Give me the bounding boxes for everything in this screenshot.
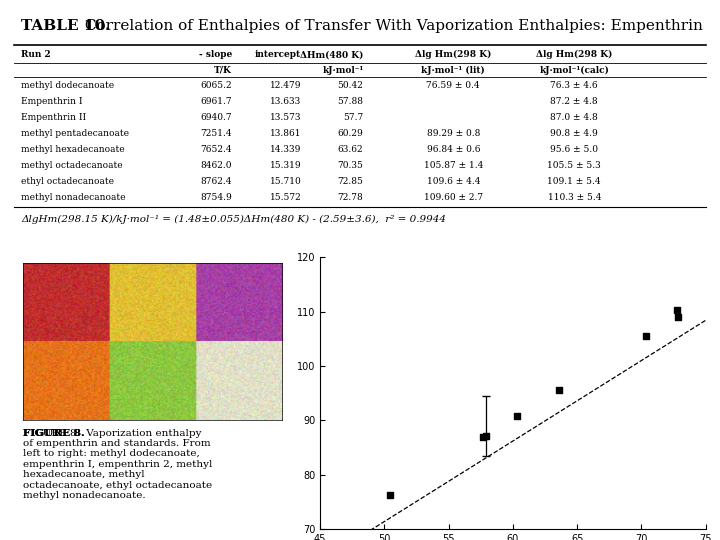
Text: 13.633: 13.633: [270, 97, 301, 106]
Text: Empenthrin I: Empenthrin I: [22, 97, 83, 106]
Text: 109.60 ± 2.7: 109.60 ± 2.7: [424, 193, 483, 202]
Text: 96.84 ± 0.6: 96.84 ± 0.6: [426, 145, 480, 154]
Text: 8462.0: 8462.0: [201, 161, 232, 170]
Point: [510, 412, 522, 421]
Text: 15.319: 15.319: [269, 161, 301, 170]
Text: 12.479: 12.479: [270, 82, 301, 90]
Text: 89.29 ± 0.8: 89.29 ± 0.8: [427, 130, 480, 138]
Text: 6961.7: 6961.7: [200, 97, 232, 106]
Text: FIGURE 8.  Vaporization enthalpy
of empenthrin and standards. From
left to right: FIGURE 8. Vaporization enthalpy of empen…: [23, 429, 212, 500]
Text: 57.88: 57.88: [338, 97, 364, 106]
Text: methyl nonadecanoate: methyl nonadecanoate: [22, 193, 126, 202]
Text: Empenthrin II: Empenthrin II: [22, 113, 86, 123]
Text: 105.87 ± 1.4: 105.87 ± 1.4: [423, 161, 483, 170]
Text: FIGURE 8.: FIGURE 8.: [23, 429, 84, 437]
Text: methyl pentadecanoate: methyl pentadecanoate: [22, 130, 130, 138]
Text: 15.710: 15.710: [269, 177, 301, 186]
Text: 8754.9: 8754.9: [200, 193, 232, 202]
Text: Correlation of Enthalpies of Transfer With Vaporization Enthalpies: Empenthrin: Correlation of Enthalpies of Transfer Wi…: [80, 18, 703, 32]
Text: 57.7: 57.7: [343, 113, 364, 123]
Text: 14.339: 14.339: [270, 145, 301, 154]
Text: 13.573: 13.573: [270, 113, 301, 123]
Point: [477, 433, 489, 441]
Point: [384, 491, 395, 500]
Text: - slope: - slope: [199, 50, 232, 59]
Text: 87.2 ± 4.8: 87.2 ± 4.8: [551, 97, 598, 106]
Text: 60.29: 60.29: [338, 130, 364, 138]
Text: 70.35: 70.35: [338, 161, 364, 170]
Text: FIGURE 8.: FIGURE 8.: [23, 429, 84, 437]
Text: 6940.7: 6940.7: [200, 113, 232, 123]
Text: 7251.4: 7251.4: [200, 130, 232, 138]
Text: Δlg Hm(298 K): Δlg Hm(298 K): [415, 50, 492, 59]
Text: TABLE 10.: TABLE 10.: [22, 18, 111, 32]
Text: 6065.2: 6065.2: [200, 82, 232, 90]
Text: 109.6 ± 4.4: 109.6 ± 4.4: [426, 177, 480, 186]
Point: [672, 312, 684, 321]
Text: kJ·mol⁻¹(calc): kJ·mol⁻¹(calc): [539, 66, 609, 75]
Text: 63.62: 63.62: [338, 145, 364, 154]
Text: methyl dodecanoate: methyl dodecanoate: [22, 82, 114, 90]
Text: Run 2: Run 2: [22, 50, 51, 59]
Text: 110.3 ± 5.4: 110.3 ± 5.4: [547, 193, 601, 202]
Text: 76.3 ± 4.6: 76.3 ± 4.6: [551, 82, 598, 90]
Text: ΔlgHm(298.15 K)/kJ·mol⁻¹ = (1.48±0.055)ΔHm(480 K) - (2.59±3.6),  r² = 0.9944: ΔlgHm(298.15 K)/kJ·mol⁻¹ = (1.48±0.055)Δ…: [22, 214, 446, 224]
Text: 90.8 ± 4.9: 90.8 ± 4.9: [550, 130, 598, 138]
Point: [671, 306, 683, 314]
Text: methyl hexadecanoate: methyl hexadecanoate: [22, 145, 125, 154]
Text: 72.85: 72.85: [338, 177, 364, 186]
Text: 109.1 ± 5.4: 109.1 ± 5.4: [547, 177, 601, 186]
Text: methyl octadecanoate: methyl octadecanoate: [22, 161, 123, 170]
Text: 95.6 ± 5.0: 95.6 ± 5.0: [550, 145, 598, 154]
Text: 15.572: 15.572: [269, 193, 301, 202]
Text: T/K: T/K: [215, 66, 232, 75]
Text: Δlg Hm(298 K): Δlg Hm(298 K): [536, 50, 613, 59]
Text: intercept: intercept: [255, 50, 301, 59]
Text: 105.5 ± 5.3: 105.5 ± 5.3: [547, 161, 601, 170]
Point: [480, 431, 491, 440]
Text: ethyl octadecanoate: ethyl octadecanoate: [22, 177, 114, 186]
Text: 76.59 ± 0.4: 76.59 ± 0.4: [426, 82, 480, 90]
Text: 7652.4: 7652.4: [200, 145, 232, 154]
Text: FIGURE 8.  Vaporization enthalpy
of empenthrin and standards. From
left to right: FIGURE 8. Vaporization enthalpy of empen…: [23, 429, 212, 500]
Text: 13.861: 13.861: [270, 130, 301, 138]
Text: 87.0 ± 4.8: 87.0 ± 4.8: [550, 113, 598, 123]
Text: kJ·mol⁻¹: kJ·mol⁻¹: [323, 66, 364, 75]
Text: kJ·mol⁻¹ (lit): kJ·mol⁻¹ (lit): [421, 66, 485, 75]
Text: ΔHm(480 K): ΔHm(480 K): [300, 50, 364, 59]
Text: 50.42: 50.42: [338, 82, 364, 90]
Text: 8762.4: 8762.4: [201, 177, 232, 186]
Point: [554, 386, 565, 394]
Text: 72.78: 72.78: [338, 193, 364, 202]
Point: [640, 332, 652, 341]
